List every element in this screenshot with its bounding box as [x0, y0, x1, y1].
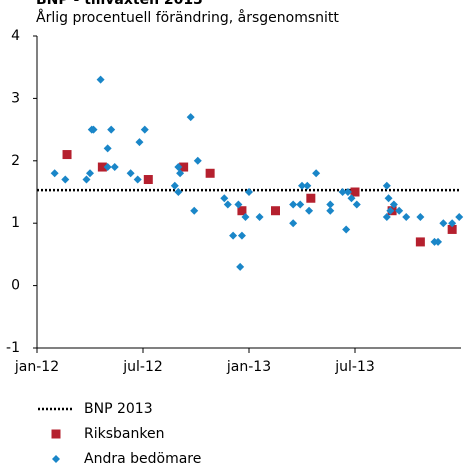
marker-diamond [186, 113, 195, 122]
marker-diamond [52, 455, 60, 463]
marker-diamond [236, 262, 245, 271]
x-tick-label: jan-13 [226, 359, 271, 375]
marker-diamond [133, 175, 142, 184]
marker-diamond [338, 188, 347, 196]
marker-diamond [126, 169, 135, 178]
marker-diamond [82, 175, 91, 184]
marker-diamond [61, 175, 70, 184]
marker-diamond [289, 200, 298, 209]
marker-square [179, 162, 189, 172]
marker-diamond [326, 200, 335, 209]
marker-square [97, 162, 107, 172]
legend-label: Andra bedömare [84, 451, 201, 467]
marker-diamond [402, 212, 411, 221]
marker-square [271, 206, 280, 216]
marker-diamond [110, 163, 119, 172]
marker-diamond [103, 163, 112, 172]
marker-square [205, 168, 215, 178]
marker-diamond [96, 75, 105, 84]
marker-diamond [135, 138, 144, 147]
marker-square [306, 193, 316, 203]
marker-diamond [342, 225, 351, 234]
x-tick-label: jul-12 [122, 359, 163, 375]
marker-diamond [312, 169, 321, 178]
marker-square [447, 224, 457, 234]
marker-diamond [223, 200, 232, 209]
marker-diamond [455, 212, 464, 221]
marker-diamond [229, 231, 238, 240]
marker-diamond [220, 194, 229, 203]
marker-diamond [289, 219, 298, 228]
marker-diamond [343, 188, 352, 196]
marker-square [237, 206, 247, 216]
marker-diamond [389, 200, 398, 209]
marker-square [350, 187, 360, 197]
marker-diamond [347, 194, 356, 203]
y-tick-label: 0 [11, 278, 20, 294]
marker-diamond [193, 156, 202, 165]
marker-diamond [174, 188, 183, 196]
marker-diamond [326, 206, 335, 215]
marker-diamond [234, 200, 243, 209]
marker-diamond [174, 163, 183, 172]
marker-square [415, 237, 425, 247]
marker-diamond [386, 206, 395, 215]
y-tick-label: 4 [11, 28, 20, 44]
y-tick-label: 2 [11, 153, 20, 169]
marker-diamond [303, 181, 312, 190]
marker-diamond [352, 200, 361, 209]
marker-diamond [86, 169, 94, 178]
marker-diamond [241, 212, 250, 221]
marker-diamond [103, 144, 112, 153]
marker-diamond [395, 206, 404, 215]
marker-diamond [89, 125, 98, 134]
marker-diamond [296, 200, 305, 209]
legend-label: BNP 2013 [84, 401, 153, 417]
x-tick-label: jan-12 [14, 359, 59, 375]
chart-subtitle: Årlig procentuell förändring, årsgenomsn… [36, 9, 339, 26]
y-tick-label: 1 [11, 215, 20, 231]
marker-diamond [434, 237, 443, 246]
marker-diamond [107, 125, 116, 134]
marker-diamond [298, 181, 306, 190]
marker-diamond [255, 212, 264, 221]
marker-square [51, 429, 61, 439]
y-tick-label: -1 [6, 340, 20, 356]
marker-square [143, 175, 153, 185]
marker-diamond [439, 219, 448, 228]
legend-label: Riksbanken [84, 426, 164, 442]
marker-diamond [384, 194, 393, 203]
chart-title: BNP - tillväxten 2013 [36, 0, 203, 8]
marker-diamond [50, 169, 59, 178]
marker-diamond [245, 188, 253, 196]
marker-diamond [140, 125, 149, 134]
marker-diamond [305, 206, 314, 215]
marker-diamond [382, 181, 391, 190]
x-tick-label: jul-13 [334, 359, 375, 375]
marker-diamond [416, 212, 425, 221]
marker-diamond [382, 212, 391, 221]
marker-diamond [176, 169, 185, 178]
marker-diamond [237, 231, 246, 240]
marker-diamond [170, 181, 179, 190]
y-tick-label: 3 [11, 90, 20, 106]
marker-diamond [190, 206, 199, 215]
marker-diamond [448, 219, 457, 228]
marker-square [62, 150, 72, 160]
